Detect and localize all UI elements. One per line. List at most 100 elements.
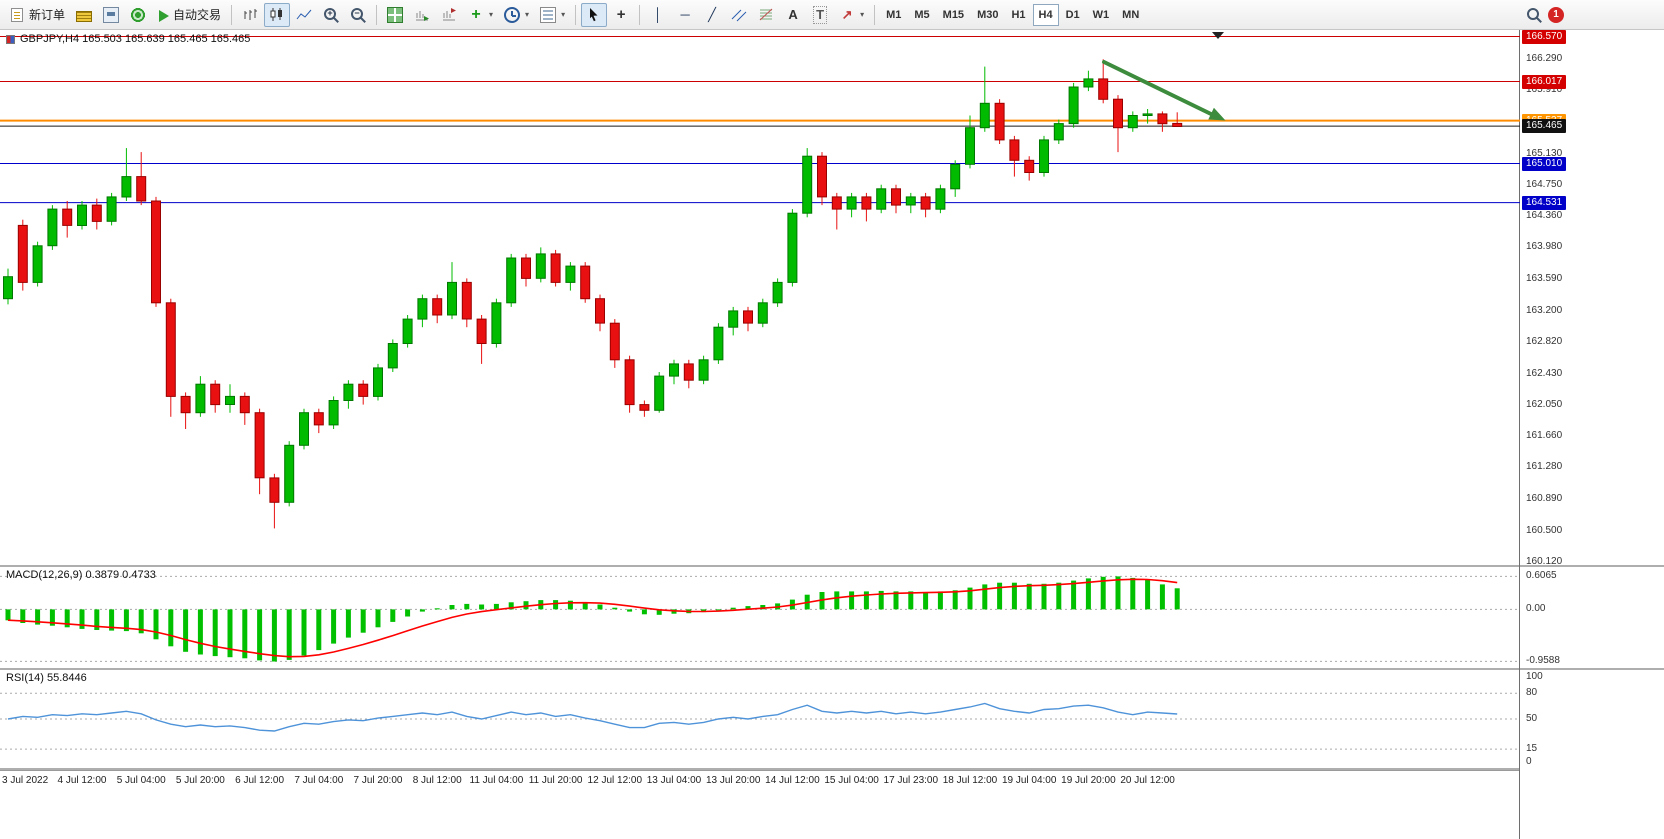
tab-m30[interactable]: M30 xyxy=(971,4,1004,26)
vertical-line-tool-button[interactable] xyxy=(645,3,671,27)
time-label: 18 Jul 12:00 xyxy=(942,775,998,786)
periods-button[interactable]: ▾ xyxy=(499,3,534,27)
tab-m15[interactable]: M15 xyxy=(937,4,970,26)
time-label: 13 Jul 04:00 xyxy=(646,775,702,786)
indicators-button[interactable]: ▾ xyxy=(463,3,498,27)
scale-label: 50 xyxy=(1526,713,1538,724)
chart-shift-icon xyxy=(443,7,457,20)
trendline-tool-button[interactable] xyxy=(699,3,725,27)
sound-button[interactable] xyxy=(125,3,151,27)
zoom-out-button[interactable] xyxy=(345,3,371,27)
price-tag: 165.465 xyxy=(1522,119,1567,134)
candlestick-chart[interactable] xyxy=(0,30,1520,565)
bar-chart-icon xyxy=(244,8,258,20)
scale-label: 0.00 xyxy=(1526,603,1546,615)
scale-label: 161.660 xyxy=(1526,430,1563,442)
scale-label: 163.590 xyxy=(1526,273,1563,285)
time-label: 20 Jul 12:00 xyxy=(1120,775,1175,786)
channel-icon xyxy=(731,9,747,21)
printer-button[interactable] xyxy=(98,3,124,27)
cursor-tool-button[interactable] xyxy=(581,2,608,27)
text-icon xyxy=(785,7,801,23)
macd-chart[interactable] xyxy=(0,567,1520,668)
price-scale-column[interactable]: 166.290 165.910 165.130 164.750 164.360 163.9… xyxy=(1520,30,1664,839)
notification-badge[interactable]: 1 xyxy=(1548,6,1564,23)
scale-label: 160.500 xyxy=(1526,524,1563,536)
scale-label: 15 xyxy=(1526,743,1538,755)
scale-label: 164.750 xyxy=(1526,178,1563,190)
tile-windows-icon xyxy=(387,6,404,23)
crosshair-tool-button[interactable] xyxy=(608,3,634,27)
scale-label: 166.290 xyxy=(1526,53,1563,65)
new-order-button[interactable]: 新订单 xyxy=(4,3,70,27)
new-order-label: 新订单 xyxy=(29,8,66,22)
tab-d1[interactable]: D1 xyxy=(1060,4,1086,26)
chevron-down-icon: ▾ xyxy=(561,10,566,19)
line-chart-button[interactable] xyxy=(291,3,317,27)
rsi-panel[interactable]: RSI(14) 55.8446 xyxy=(0,670,1520,768)
chart-panels: GBPJPY,H4 165.503 165.639 165.465 165.46… xyxy=(0,30,1520,839)
tab-w1[interactable]: W1 xyxy=(1087,4,1116,26)
macd-scale[interactable]: 0.6065 0.00 -0.9588 xyxy=(1520,567,1664,668)
main-chart-panel[interactable]: GBPJPY,H4 165.503 165.639 165.465 165.46… xyxy=(0,30,1520,565)
new-order-icon xyxy=(11,7,23,22)
scale-label: -0.9588 xyxy=(1526,655,1560,667)
vertical-line-icon xyxy=(650,7,666,23)
auto-scroll-button[interactable] xyxy=(409,3,435,27)
tab-m1[interactable]: M1 xyxy=(880,4,907,26)
main-price-scale[interactable]: 166.290 165.910 165.130 164.750 164.360 163.9… xyxy=(1520,30,1664,567)
horizontal-line-tool-button[interactable] xyxy=(672,3,698,27)
bar-chart-button[interactable] xyxy=(237,3,263,27)
price-tag: 164.531 xyxy=(1522,195,1567,210)
tab-mn[interactable]: MN xyxy=(1116,4,1145,26)
time-label: 8 Jul 12:00 xyxy=(412,775,462,786)
crosshair-icon xyxy=(613,7,629,23)
scale-label: 163.200 xyxy=(1526,304,1563,316)
zoom-in-button[interactable] xyxy=(318,3,344,27)
price-tag: 166.570 xyxy=(1522,30,1567,44)
chart-shift-button[interactable] xyxy=(436,3,462,27)
time-label: 11 Jul 04:00 xyxy=(469,775,524,786)
time-label: 3 Jul 2022 xyxy=(2,775,49,786)
text-tool-button[interactable] xyxy=(780,3,806,27)
time-label: 6 Jul 12:00 xyxy=(235,775,285,786)
auto-trading-button[interactable]: 自动交易 xyxy=(152,3,226,27)
gold-bars-icon xyxy=(76,10,93,22)
rsi-chart[interactable] xyxy=(0,670,1520,768)
chart-region: GBPJPY,H4 165.503 165.639 165.465 165.46… xyxy=(0,30,1664,839)
text-label-tool-button[interactable] xyxy=(807,3,833,27)
price-tag: 165.010 xyxy=(1522,156,1567,171)
chevron-down-icon: ▾ xyxy=(489,10,494,19)
tab-m5[interactable]: M5 xyxy=(908,4,935,26)
candlestick-chart-button[interactable] xyxy=(264,2,291,27)
chevron-down-icon: ▾ xyxy=(525,10,530,19)
tile-windows-button[interactable] xyxy=(382,3,408,27)
time-axis[interactable]: 3 Jul 2022 4 Jul 12:00 5 Jul 04:00 5 Jul 20… xyxy=(0,770,1519,790)
panel-splitter[interactable] xyxy=(0,668,1519,670)
arrows-tool-button[interactable]: ▾ xyxy=(834,3,869,27)
toolbar-separator xyxy=(376,4,378,25)
time-label: 11 Jul 20:00 xyxy=(528,775,583,786)
search-icon xyxy=(1526,7,1542,23)
tab-h4[interactable]: H4 xyxy=(1032,3,1059,26)
tab-h1[interactable]: H1 xyxy=(1005,4,1031,26)
zoom-in-icon xyxy=(323,7,339,23)
panel-splitter[interactable] xyxy=(0,768,1519,770)
macd-panel[interactable]: MACD(12,26,9) 0.3879 0.4733 xyxy=(0,567,1520,668)
speaker-icon xyxy=(130,6,147,23)
scale-separator xyxy=(1520,668,1664,670)
scale-label: 80 xyxy=(1526,687,1538,699)
scale-label: 160.120 xyxy=(1526,555,1563,567)
search-button[interactable] xyxy=(1521,3,1547,27)
rsi-scale[interactable]: 100 80 50 15 0 xyxy=(1520,670,1664,768)
scale-label: 164.360 xyxy=(1526,210,1563,222)
panel-splitter[interactable] xyxy=(0,565,1519,567)
scale-label: 0.6065 xyxy=(1526,570,1557,582)
gold-bars-button[interactable] xyxy=(71,3,97,27)
fibonacci-tool-button[interactable] xyxy=(753,3,779,27)
channel-tool-button[interactable] xyxy=(726,3,752,27)
bottom-filler xyxy=(0,790,1519,839)
time-label: 14 Jul 12:00 xyxy=(765,775,820,786)
templates-button[interactable]: ▾ xyxy=(535,3,570,27)
horizontal-line-icon xyxy=(677,7,693,23)
